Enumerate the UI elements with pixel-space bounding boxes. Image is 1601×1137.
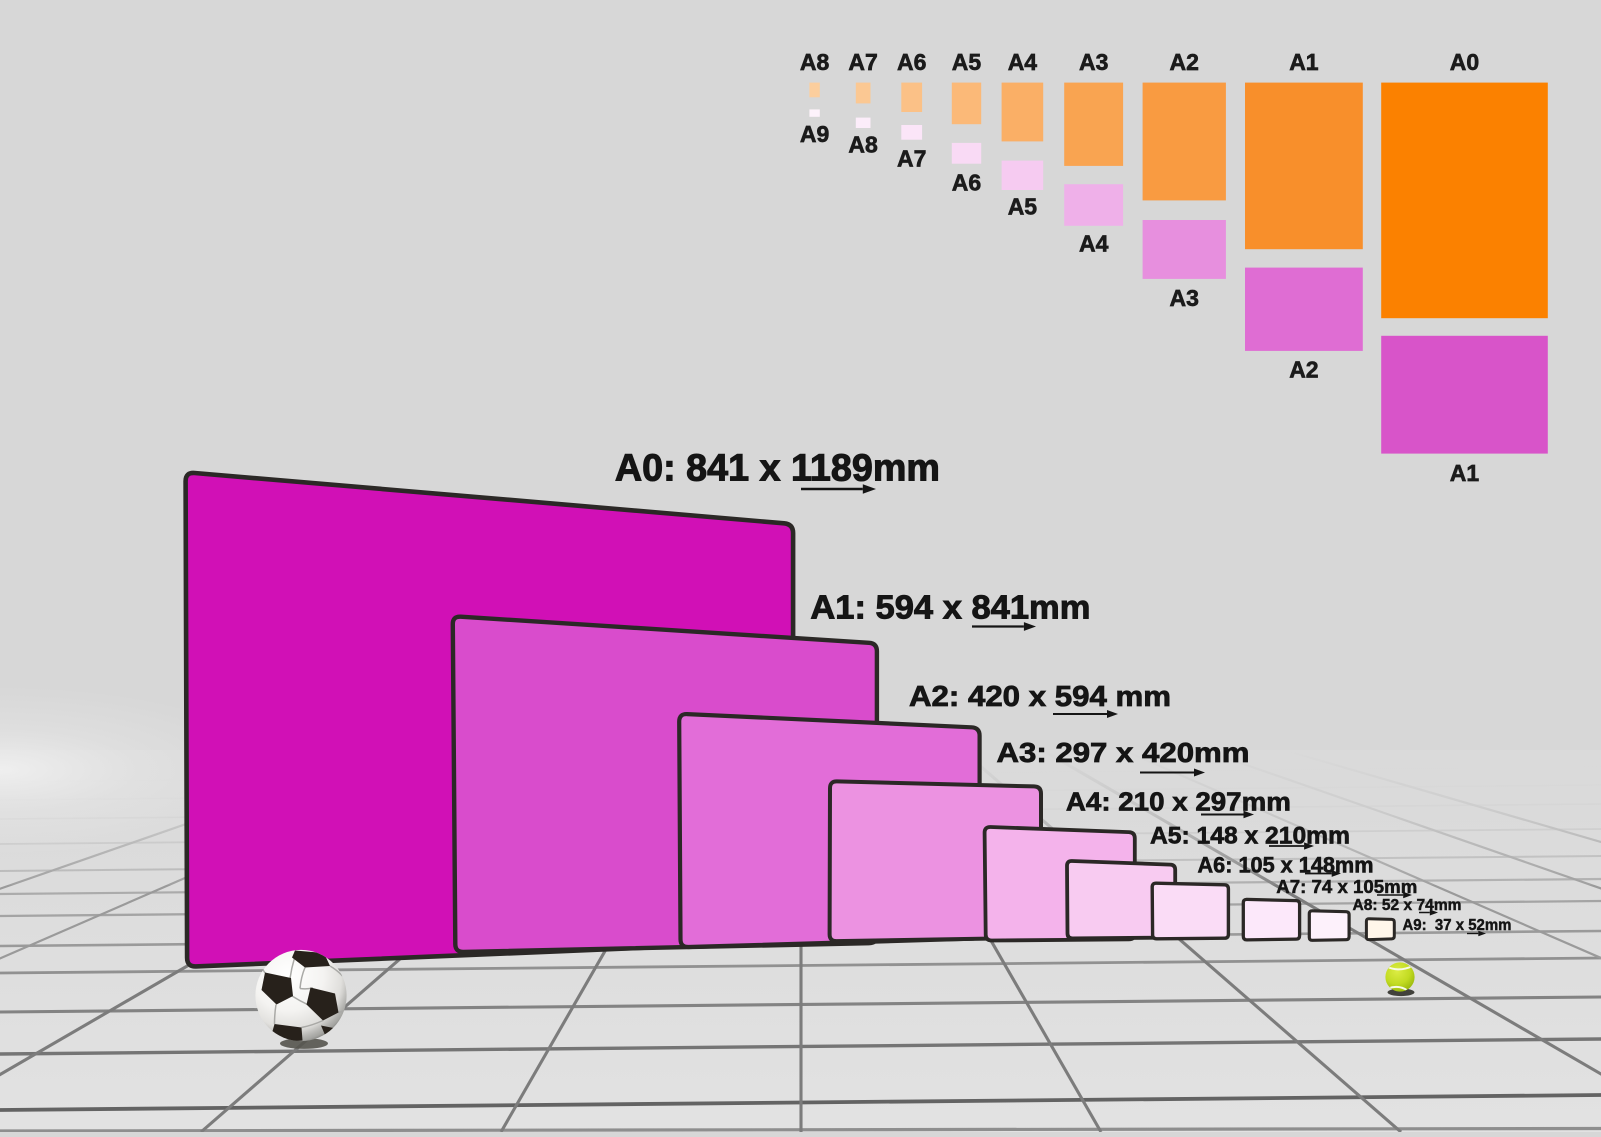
svg-text:A3: 297 x 420mm: A3: 297 x 420mm (997, 737, 1250, 768)
svg-text:A0: 841 x 1189mm: A0: 841 x 1189mm (615, 448, 940, 490)
svg-text:A5: A5 (952, 49, 982, 75)
svg-text:A7: A7 (897, 145, 926, 171)
svg-text:A9: 37 x 52mm: A9: 37 x 52mm (1403, 917, 1512, 934)
svg-text:A5: A5 (1008, 194, 1038, 220)
svg-text:A7: A7 (848, 49, 877, 75)
svg-text:A6: 105 x 148mm: A6: 105 x 148mm (1198, 852, 1374, 877)
svg-text:A7: 74 x 105mm: A7: 74 x 105mm (1276, 876, 1417, 897)
svg-text:A6: A6 (897, 49, 926, 75)
svg-text:A6: A6 (952, 170, 981, 196)
svg-text:A4: A4 (1079, 230, 1109, 256)
svg-text:A5: 148 x 210mm: A5: 148 x 210mm (1150, 823, 1350, 850)
svg-text:A1: A1 (1450, 460, 1480, 486)
svg-text:A2: A2 (1289, 356, 1318, 382)
svg-text:A4: 210 x 297mm: A4: 210 x 297mm (1066, 787, 1291, 817)
svg-text:A2: A2 (1169, 49, 1198, 75)
svg-text:A0: A0 (1450, 49, 1479, 75)
svg-text:A8: A8 (800, 49, 830, 75)
svg-text:A8: A8 (848, 132, 878, 158)
svg-text:A9: A9 (800, 121, 829, 147)
svg-text:A8: 52 x 74mm: A8: 52 x 74mm (1353, 897, 1462, 914)
svg-text:A2: 420 x 594 mm: A2: 420 x 594 mm (909, 681, 1171, 713)
svg-text:A1: 594 x 841mm: A1: 594 x 841mm (810, 588, 1090, 625)
svg-text:A3: A3 (1169, 285, 1198, 311)
svg-text:A4: A4 (1008, 49, 1038, 75)
svg-text:A3: A3 (1079, 49, 1108, 75)
svg-text:A1: A1 (1289, 49, 1319, 75)
